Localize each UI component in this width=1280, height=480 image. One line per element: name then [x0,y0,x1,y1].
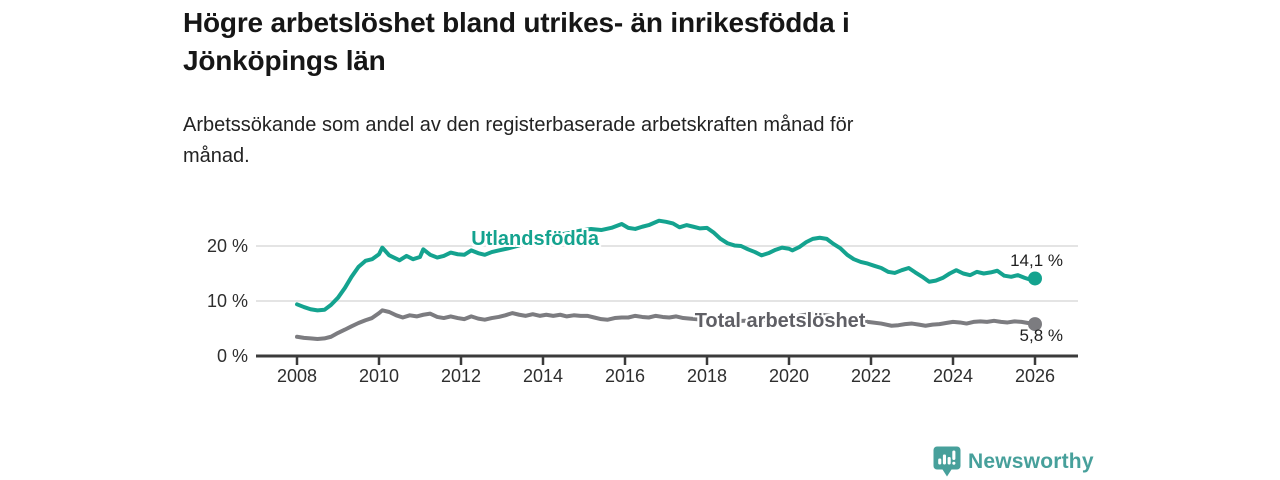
series-end-dot-0 [1028,271,1042,286]
end-value-label-1: 5,8 % [1019,326,1063,346]
x-tick-label: 2024 [932,366,974,386]
series-end-dot-1 [1028,317,1042,332]
bar-chart-speech-bubble-icon [933,446,961,477]
page-subtitle-line1: Arbetssökande som andel av den registerb… [183,114,854,136]
x-tick-label: 2022 [850,366,892,386]
x-tick-label: 2010 [358,366,400,386]
series-line-0 [295,218,1037,313]
page-subtitle-line2: månad. [183,145,250,167]
x-tick-label: 2016 [604,366,646,386]
newsworthy-logo: Newsworthy [933,446,1094,478]
x-tick-label: 2008 [276,366,318,386]
page-title-line2: Jönköpings län [183,45,386,76]
y-tick-label: 10 % [206,291,248,311]
x-tick-label: 2012 [440,366,482,386]
page-subtitle: Arbetssökande som andel av den registerb… [183,110,853,172]
page-title: Högre arbetslöshet bland utrikes- än inr… [183,4,850,80]
x-tick-label: 2020 [768,366,810,386]
y-tick-label: 20 % [206,236,248,256]
series-label-0: Utlandsfödda [471,228,600,251]
series-label-1: Total arbetslöshet [694,310,866,333]
x-tick-label: 2018 [686,366,728,386]
x-tick-label: 2026 [1014,366,1056,386]
page-title-line1: Högre arbetslöshet bland utrikes- än inr… [183,7,850,38]
x-tick-label: 2014 [522,366,564,386]
y-tick-label: 0 % [216,346,248,366]
newsworthy-brand-name: Newsworthy [968,450,1094,473]
series-line-1 [295,308,1037,341]
end-value-label-0: 14,1 % [1010,251,1063,271]
